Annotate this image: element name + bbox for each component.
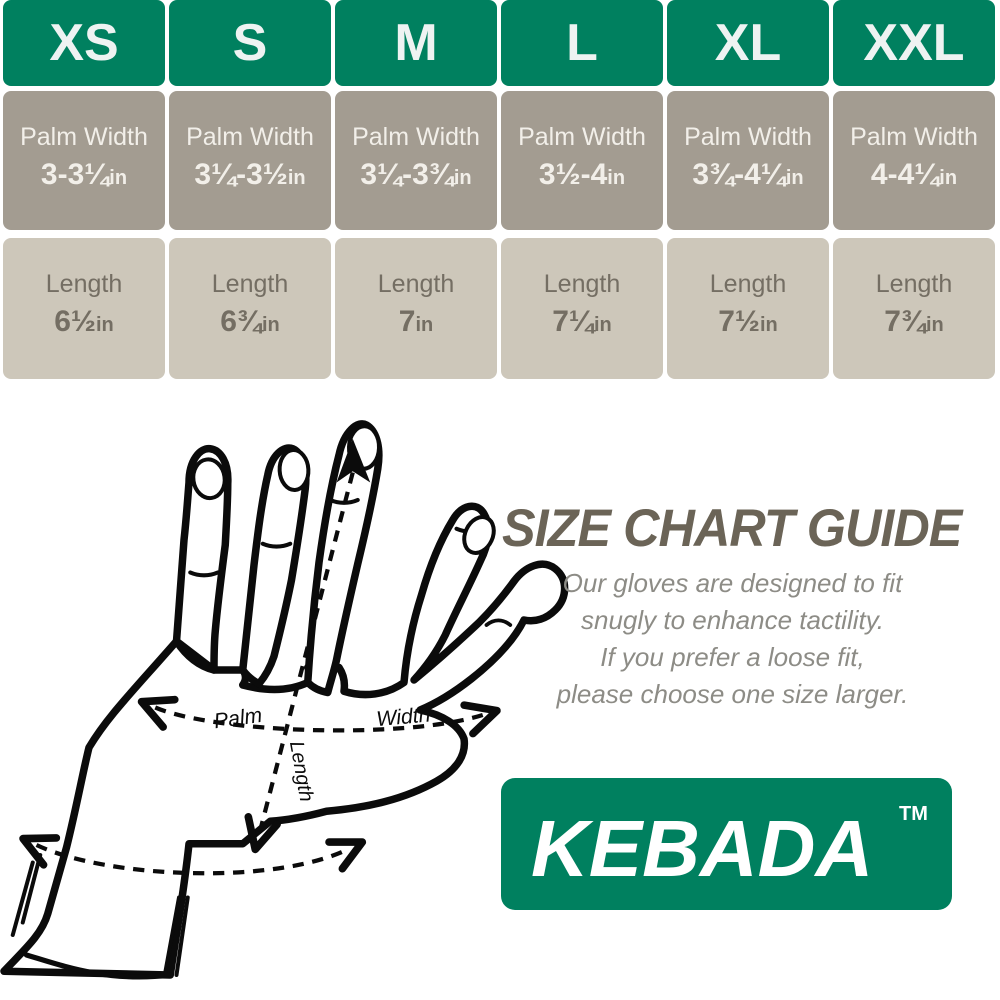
svg-text:TM: TM: [899, 803, 928, 825]
svg-text:KEBADA: KEBADA: [531, 804, 873, 893]
svg-text:Width: Width: [375, 702, 431, 731]
